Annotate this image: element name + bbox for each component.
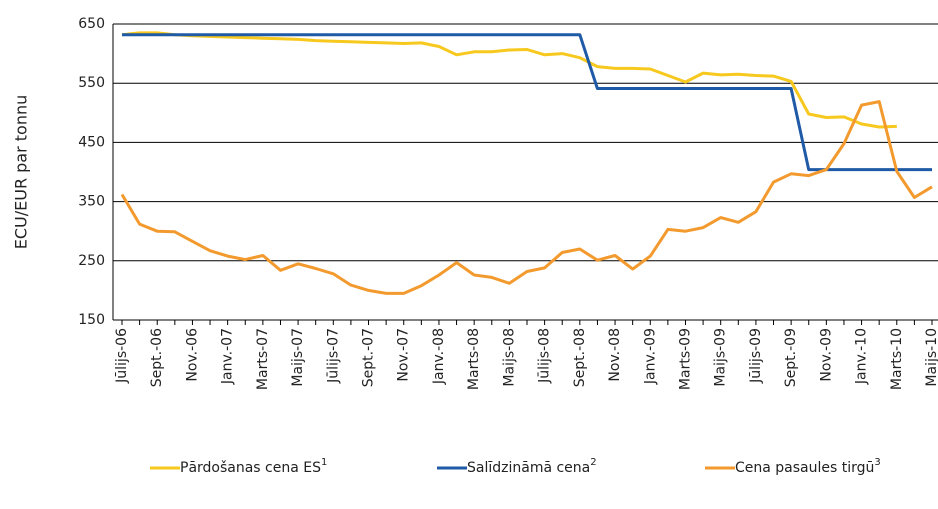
legend-name: Pārdošanas cena ES xyxy=(180,460,321,476)
y-axis-label: ECU/EUR par tonnu xyxy=(12,95,31,250)
x-tick-label: Sept.-06 xyxy=(149,328,165,387)
x-tick-label: Janv.-10 xyxy=(854,328,870,385)
x-tick-label: Marts-08 xyxy=(466,328,482,390)
x-tick-label: Maijs-09 xyxy=(713,328,729,387)
legend-label: Cena pasaules tirgū3 xyxy=(735,457,881,476)
x-tick-label: Maijs-10 xyxy=(924,328,938,387)
legend-label: Pārdošanas cena ES1 xyxy=(180,457,327,476)
x-tick-label: Marts-10 xyxy=(889,328,905,390)
legend-footnote: 3 xyxy=(874,457,880,468)
y-tick-label: 250 xyxy=(78,253,105,269)
legend-name: Salīdzināmā cena xyxy=(467,460,590,476)
series-line xyxy=(122,33,932,172)
x-tick-label: Nov.-06 xyxy=(184,328,200,382)
x-tick-label: Jūlijs-09 xyxy=(748,328,764,384)
legend-label: Salīdzināmā cena2 xyxy=(467,457,597,476)
y-tick-label: 550 xyxy=(78,75,105,91)
x-tick-label: Janv.-07 xyxy=(220,328,236,385)
x-tick-label: Janv.-08 xyxy=(431,328,447,385)
x-tick-label: Nov.-07 xyxy=(396,328,412,382)
y-tick-label: 150 xyxy=(78,312,105,328)
x-tick-label: Jūlijs-07 xyxy=(325,328,341,384)
x-tick-label: Marts-07 xyxy=(255,328,271,390)
series-line xyxy=(120,100,933,295)
y-tick-label: 350 xyxy=(78,194,105,210)
x-tick-label: Janv.-09 xyxy=(642,328,658,385)
x-tick-label: Sept.-07 xyxy=(361,328,377,387)
x-tick-label: Marts-09 xyxy=(677,328,693,390)
legend-footnote: 2 xyxy=(590,457,596,468)
legend-footnote: 1 xyxy=(321,457,327,468)
x-tick-label: Jūlijs-08 xyxy=(537,328,553,384)
x-tick-label: Sept.-09 xyxy=(783,328,799,387)
x-tick-label: Nov.-08 xyxy=(607,328,623,382)
legend-name: Cena pasaules tirgū xyxy=(735,460,874,476)
y-tick-label: 650 xyxy=(78,16,105,32)
x-tick-label: Jūlijs-06 xyxy=(114,328,130,384)
x-tick-label: Nov.-09 xyxy=(818,328,834,382)
y-tick-label: 450 xyxy=(78,134,105,150)
x-tick-label: Maijs-07 xyxy=(290,328,306,387)
x-tick-label: Sept.-08 xyxy=(572,328,588,387)
x-tick-label: Maijs-08 xyxy=(501,328,517,387)
series-line xyxy=(121,31,897,129)
